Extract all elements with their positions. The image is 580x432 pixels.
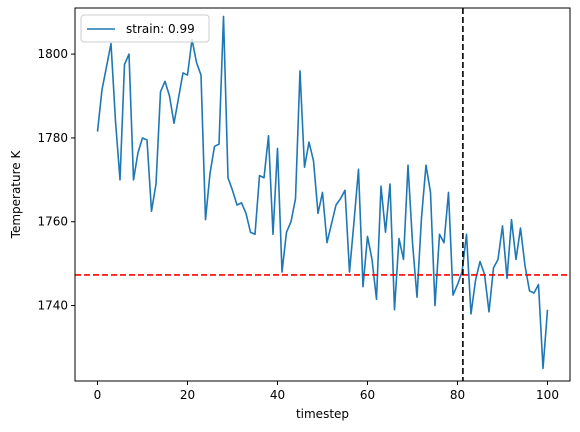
legend-entry-label: strain: 0.99 <box>126 22 195 36</box>
legend-box <box>80 14 210 43</box>
y-tick-label: 1780 <box>37 131 68 145</box>
plot-frame <box>74 7 571 382</box>
x-tick-label: 100 <box>536 388 559 402</box>
axis-ticks: 0 20 40 60 80 100 1740 1760 1780 1800 <box>37 47 559 402</box>
x-tick-label: 40 <box>270 388 285 402</box>
y-tick-label: 1740 <box>37 299 68 313</box>
y-tick-label: 1760 <box>37 215 68 229</box>
legend: strain: 0.99 <box>80 14 210 43</box>
series-line-0 <box>96 15 549 370</box>
y-tick-label: 1800 <box>37 47 68 61</box>
x-axis-label: timestep <box>296 407 349 421</box>
y-axis-label: Temperature K <box>9 150 23 240</box>
x-tick-label: 20 <box>180 388 195 402</box>
x-tick-label: 0 <box>94 388 102 402</box>
x-tick-label: 60 <box>360 388 375 402</box>
x-tick-label: 80 <box>450 388 465 402</box>
plot-area <box>75 8 570 381</box>
